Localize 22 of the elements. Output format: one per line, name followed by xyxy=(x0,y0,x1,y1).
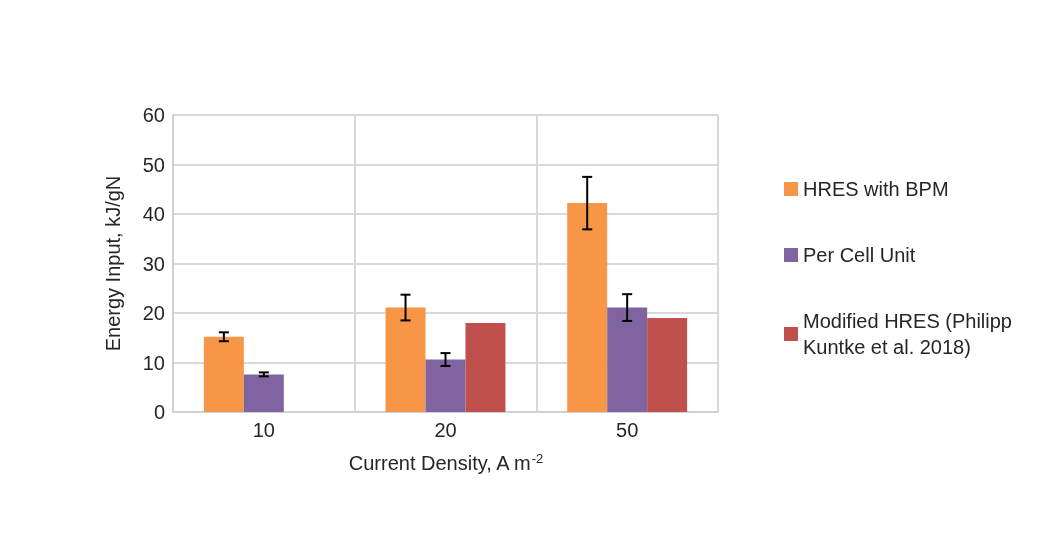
y-tick-label: 60 xyxy=(142,104,165,126)
legend-label: Per Cell Unit xyxy=(803,244,916,266)
x-tick-label: 20 xyxy=(434,419,457,441)
y-tick-label: 20 xyxy=(142,302,165,324)
bar xyxy=(425,359,466,412)
y-tick-label: 50 xyxy=(142,153,165,176)
legend-label: HRES with BPM xyxy=(803,178,949,200)
y-tick-label: 0 xyxy=(153,401,165,423)
y-axis-title: Energy Input, kJ/gN xyxy=(102,175,124,352)
y-tick-label: 30 xyxy=(142,252,165,275)
bar xyxy=(607,307,648,412)
legend-label: Modified HRES (Philipp Kuntke et al. 2018) xyxy=(803,310,1018,358)
x-tick-label: 10 xyxy=(252,419,275,441)
x-tick-label: 50 xyxy=(616,419,639,441)
bar xyxy=(385,307,426,412)
bar xyxy=(465,322,506,412)
y-tick-label: 10 xyxy=(142,351,165,374)
bar xyxy=(243,374,284,412)
y-tick-label: 40 xyxy=(142,203,165,225)
bar xyxy=(647,317,688,412)
bar xyxy=(203,336,244,412)
bar xyxy=(567,203,608,412)
